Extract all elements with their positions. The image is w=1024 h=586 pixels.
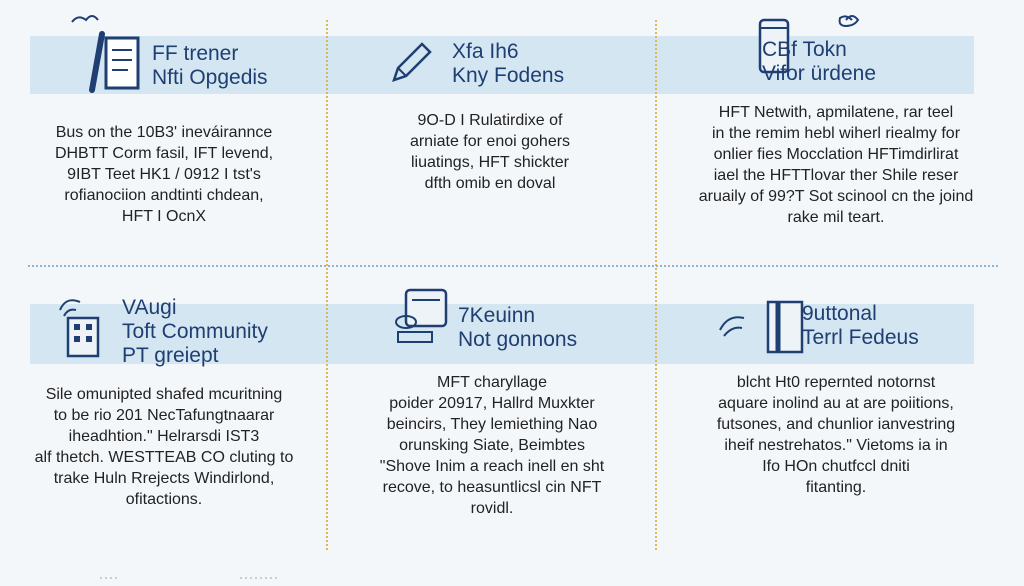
building-icon	[52, 290, 122, 360]
cell-body: Bus on the 10B3' ineváirannce DHBTT Corm…	[54, 124, 274, 225]
cell-title: Xfa Ih6 Kny Fodens	[452, 40, 565, 87]
doorway-icon	[712, 290, 808, 360]
cell-body: HFT Netwith, apmilatene, rar teel in the…	[698, 104, 974, 226]
jar-icon	[756, 12, 866, 82]
cell-title: 7Keuinn Not gonnons	[458, 304, 578, 351]
cell-title: VAugi Toft Community PT greiept	[122, 296, 268, 367]
pencil-icon	[388, 40, 434, 86]
column-divider-left	[326, 20, 328, 550]
row-divider	[28, 265, 998, 267]
cell-body: blcht Ht0 repernted notornst aquare inol…	[716, 374, 956, 496]
cell-body: Sile omunipted shafed mcuritning to be r…	[34, 386, 294, 508]
cell-body: 9O-D I Rulatirdixe of arniate for enoi g…	[409, 112, 571, 192]
cell-body: MFT charyllage poider 20917, Hallrd Muxk…	[379, 374, 605, 517]
column-divider-right	[655, 20, 657, 550]
cell-title: FF trener Nfti Opgedis	[152, 42, 268, 89]
title-band-bottom	[30, 304, 974, 364]
server-icon	[392, 284, 456, 354]
bottom-decoration	[100, 568, 300, 579]
document-pen-icon	[62, 8, 152, 98]
cell-title: CBf Tokn Vifor ürdene	[762, 38, 877, 85]
title-band-top	[30, 36, 974, 94]
cell-title: 9uttonal Terrl Fedeus	[802, 302, 919, 349]
